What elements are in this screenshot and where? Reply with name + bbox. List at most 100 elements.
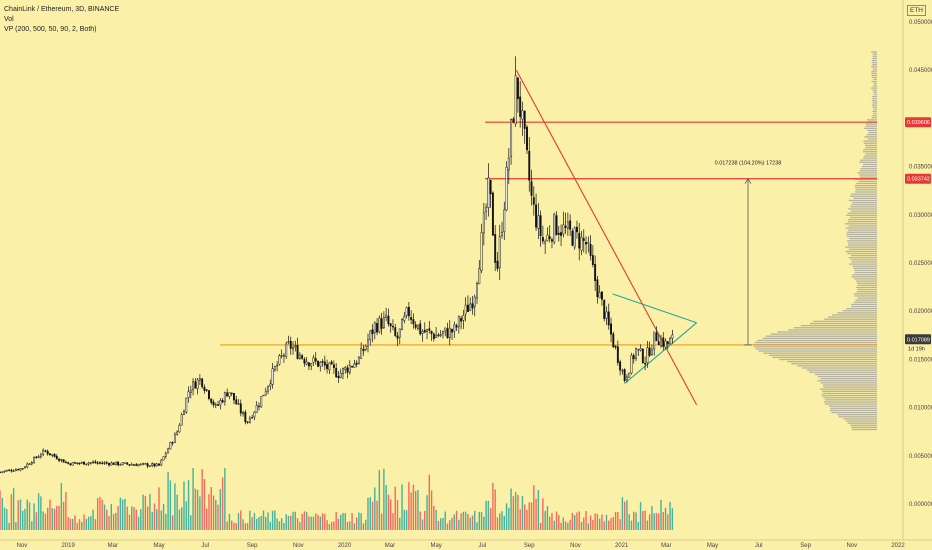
candle — [292, 341, 294, 355]
candle — [376, 318, 379, 336]
volume-profile-row — [856, 280, 877, 282]
volume-profile-row — [872, 102, 877, 104]
candle — [337, 370, 340, 384]
volume-bar — [533, 485, 535, 530]
volume-bar — [387, 494, 390, 530]
volume-profile-row — [824, 318, 877, 320]
volume-profile-row — [851, 261, 877, 263]
candle — [473, 294, 476, 317]
volume-bar — [519, 509, 521, 530]
candle — [369, 330, 372, 346]
volume-bar — [521, 495, 524, 530]
volume-bar — [315, 513, 317, 530]
triangle-upper-line[interactable] — [612, 293, 697, 324]
volume-bar — [237, 513, 240, 530]
candle — [89, 462, 92, 465]
descending-trendline[interactable] — [515, 69, 698, 405]
volume-bar — [362, 523, 365, 530]
chart-legend[interactable]: ChainLink / Ethereum, 3D, BINANCE Vol VP… — [4, 5, 119, 35]
volume-bar — [637, 522, 639, 530]
volume-bar — [128, 514, 131, 530]
candle — [619, 359, 622, 376]
volume-profile-row — [871, 76, 877, 79]
candle — [600, 291, 603, 306]
volume-profile-row — [856, 182, 877, 185]
volume-bar — [310, 516, 312, 530]
volume-bar — [324, 513, 326, 530]
candle — [569, 214, 572, 237]
candle — [35, 455, 38, 459]
volume-bar — [503, 515, 505, 530]
volume-profile-row — [772, 356, 877, 359]
volume-bar — [265, 516, 267, 530]
volume-profile-row — [828, 405, 877, 407]
time-tick-label: Nov — [570, 543, 581, 549]
price-tag: 0.039606 — [905, 117, 931, 128]
candle — [378, 315, 381, 334]
volume-bar — [144, 495, 147, 530]
volume-bar — [292, 511, 294, 530]
price-axis[interactable]: 0.050000 0.045000 0.035000 0.030000 0.025000… — [909, 20, 932, 508]
candle — [58, 457, 61, 463]
candle — [53, 452, 56, 458]
volume-bar — [403, 509, 406, 530]
candle — [298, 352, 301, 360]
candle — [117, 461, 120, 467]
volume-bar — [124, 498, 126, 530]
volume-profile-row — [828, 316, 877, 318]
candle — [280, 349, 283, 359]
triangle-lower-line[interactable] — [624, 322, 697, 384]
candle — [208, 389, 210, 401]
candle — [46, 449, 49, 456]
candle — [330, 360, 333, 365]
volume-profile-row — [855, 191, 877, 193]
volume-bar — [435, 510, 437, 530]
candle — [87, 461, 90, 466]
measure-arrow-head — [744, 177, 752, 184]
volume-bar — [635, 512, 637, 530]
symbol-title[interactable]: ChainLink / Ethereum, 3D, BINANCE — [4, 6, 120, 13]
volume-bar — [351, 512, 353, 530]
volume-bar — [267, 512, 269, 530]
volume-bar — [117, 505, 119, 530]
candle — [180, 412, 183, 426]
volume-profile-row — [800, 324, 877, 327]
candle — [94, 459, 97, 464]
volume-profile-row — [850, 424, 877, 426]
volume-profile-row — [806, 369, 877, 371]
volume-profile-row — [865, 123, 877, 125]
candle — [162, 456, 165, 461]
volume-profile-row — [871, 100, 877, 102]
candle — [466, 295, 469, 313]
candle — [278, 353, 281, 366]
candle — [155, 463, 158, 467]
volume-bar — [33, 503, 35, 530]
volume-bar — [78, 519, 81, 530]
volume-profile-row — [844, 223, 877, 225]
volume-profile-row — [865, 125, 877, 127]
currency-unit-badge[interactable]: ETH — [907, 5, 926, 16]
time-axis[interactable]: Nov 2019 Mar May Jul Sep Nov 2020 Mar May Jul Sep No… — [17, 543, 906, 549]
volume-indicator-label[interactable]: Vol — [4, 16, 14, 23]
volume-profile-row — [863, 157, 877, 159]
volume-bar — [37, 493, 40, 530]
candle — [462, 309, 465, 330]
volume-bar — [410, 492, 412, 530]
volume-profile-row — [857, 172, 877, 174]
volume-profile-row — [863, 148, 877, 151]
volume-bar — [226, 521, 228, 530]
candle — [214, 402, 217, 409]
candle — [573, 226, 576, 250]
volume-profile-row — [855, 187, 877, 189]
volume-profile-label[interactable]: VP (200, 500, 50, 90, 2, Both) — [4, 26, 97, 33]
candle — [173, 432, 176, 443]
candle — [205, 389, 208, 392]
measure-label: 0.017238 (104.20%) 17238 — [715, 161, 782, 167]
price-tick-label: 0.015000 — [909, 357, 932, 363]
candle — [294, 340, 297, 352]
volume-bar — [96, 498, 99, 530]
drawing-tools[interactable] — [220, 69, 877, 405]
time-tick-label: Sep — [800, 543, 811, 549]
volume-profile-row — [845, 250, 877, 253]
